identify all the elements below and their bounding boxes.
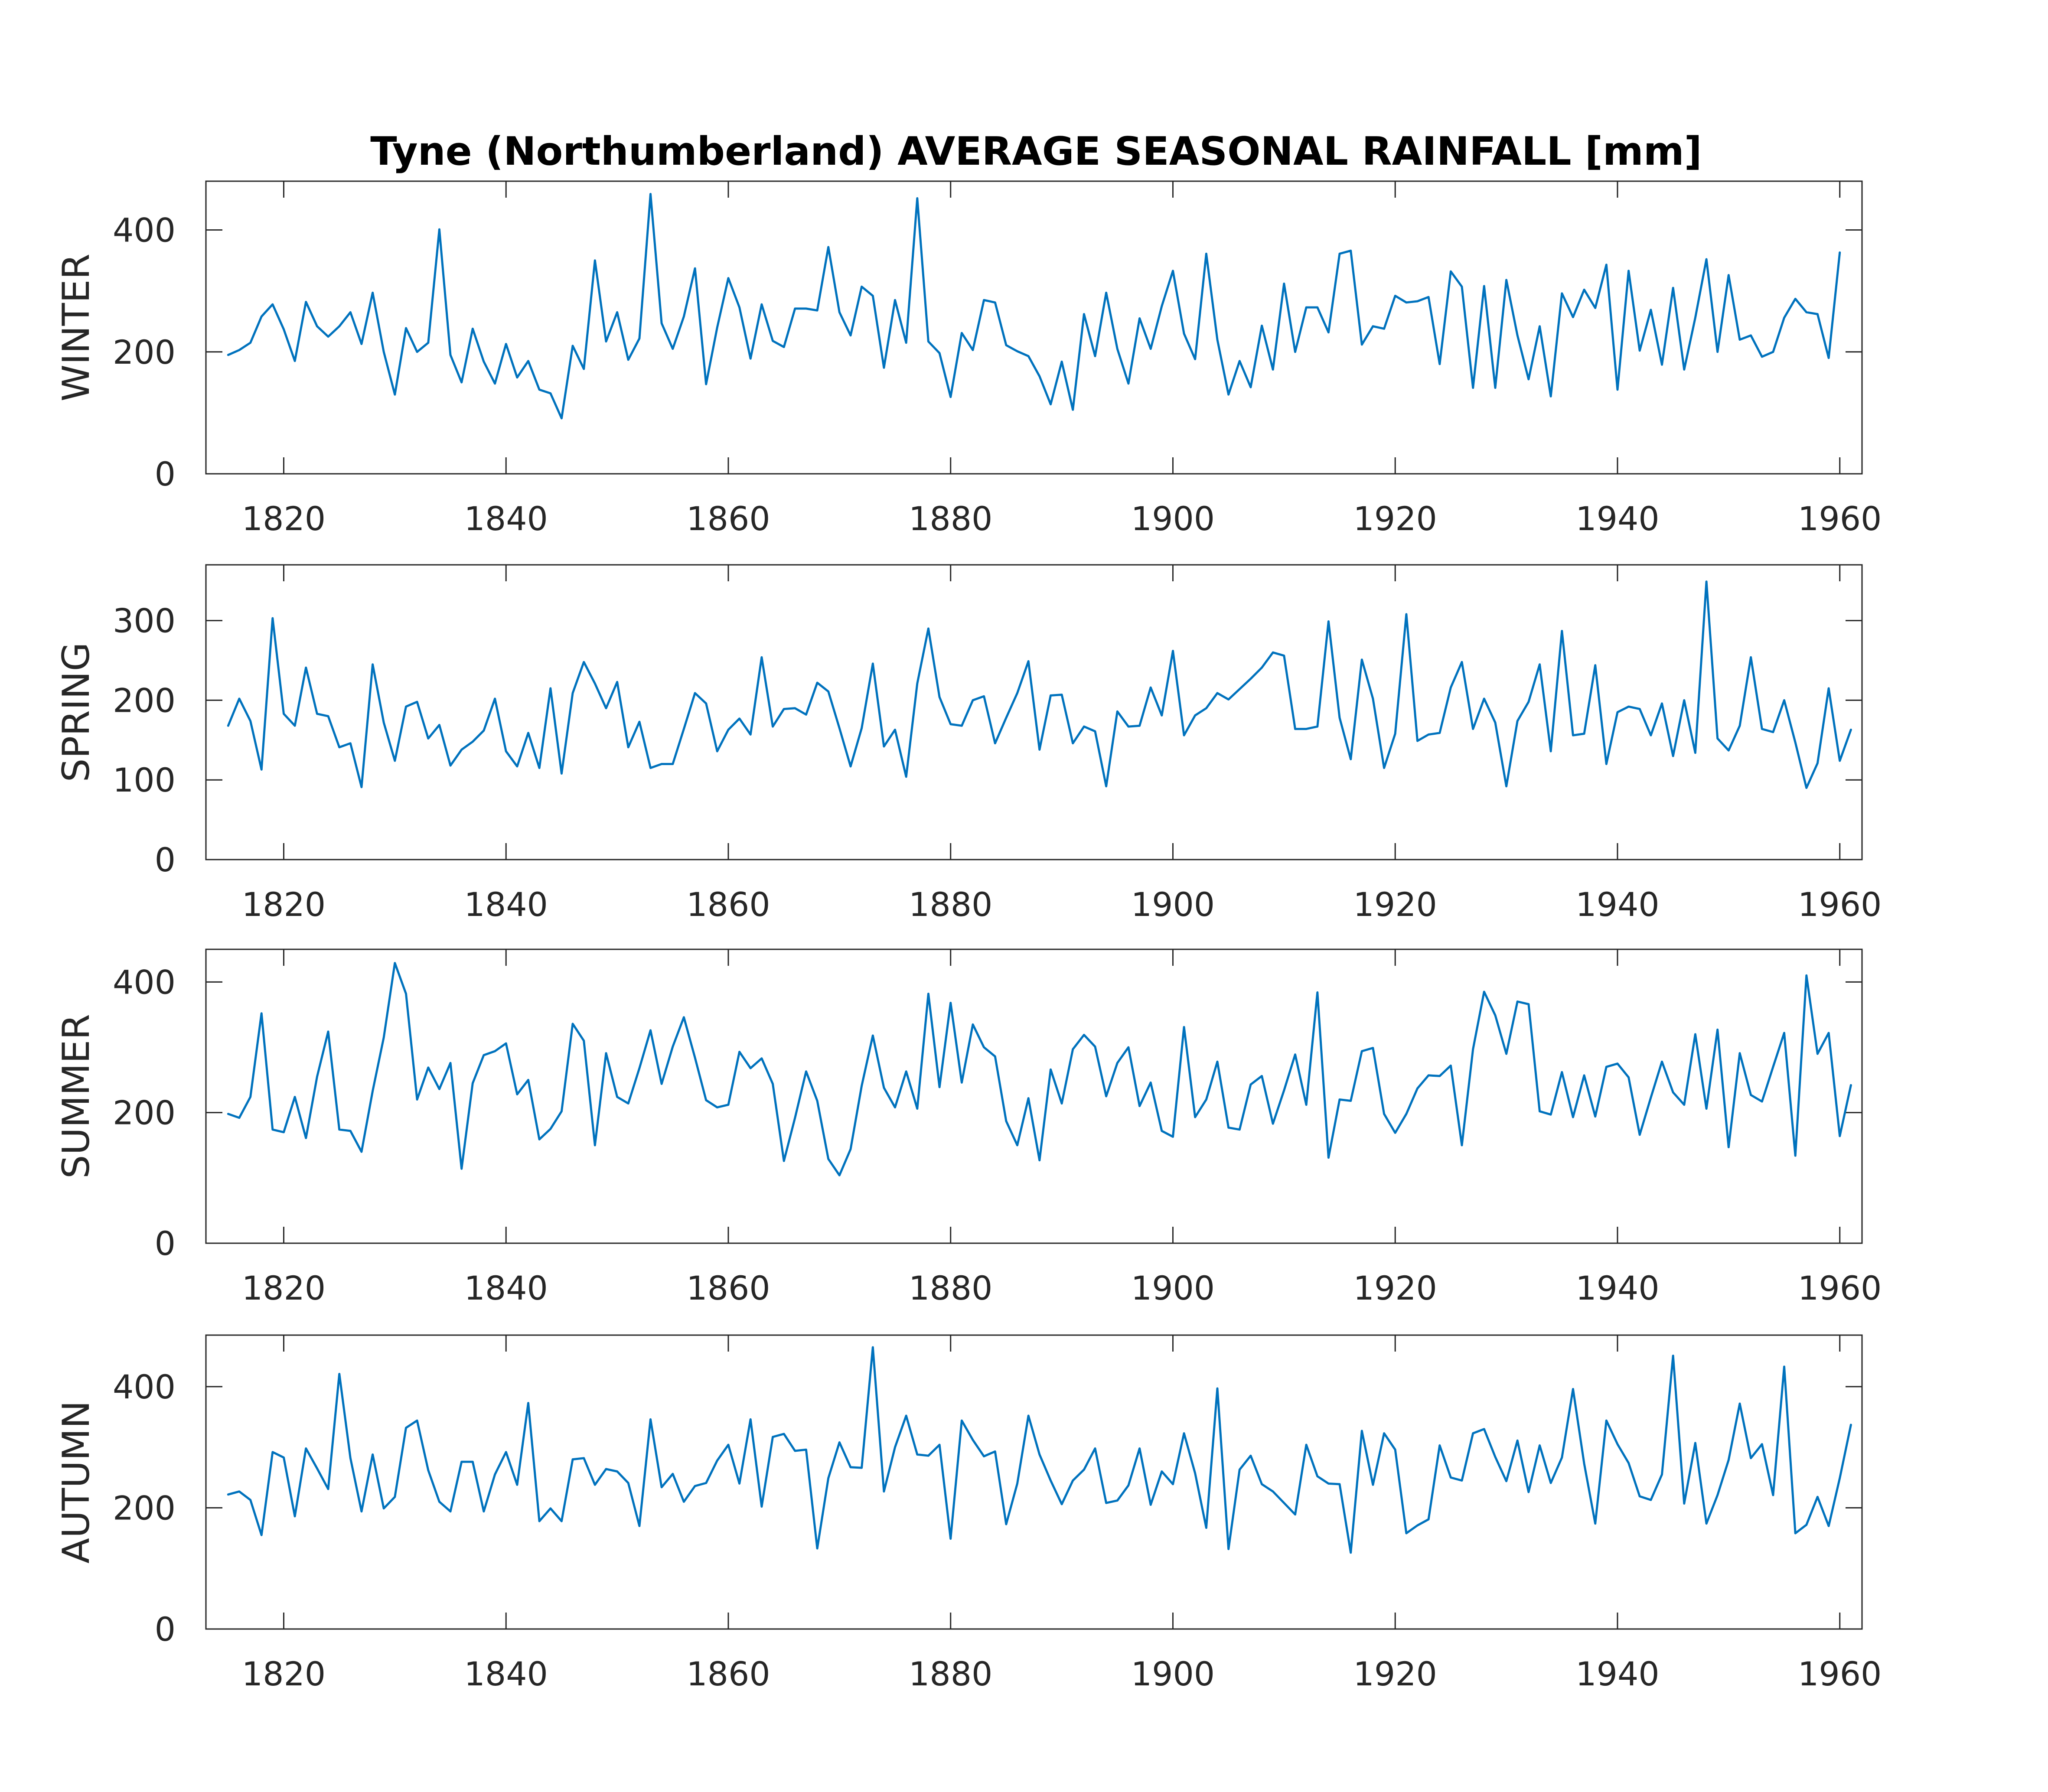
y-tick-label-winter-200: 200	[113, 333, 176, 371]
x-tick-label-spring-1880: 1880	[909, 885, 992, 924]
x-tick-label-summer-1840: 1840	[464, 1269, 548, 1307]
x-tick-label-summer-1900: 1900	[1131, 1269, 1215, 1307]
x-tick-label-summer-1960: 1960	[1798, 1269, 1882, 1307]
chart-title: Tyne (Northumberland) AVERAGE SEASONAL R…	[370, 129, 1702, 174]
x-tick-label-summer-1880: 1880	[909, 1269, 992, 1307]
x-tick-label-winter-1880: 1880	[909, 499, 992, 538]
x-tick-label-spring-1960: 1960	[1798, 885, 1882, 924]
plot-area-autumn	[205, 1334, 1863, 1630]
x-tick-label-summer-1820: 1820	[242, 1269, 326, 1307]
y-axis-label-autumn: AUTUMN	[55, 1401, 98, 1564]
y-tick-label-autumn-400: 400	[113, 1368, 176, 1406]
x-tick-label-autumn-1900: 1900	[1131, 1655, 1215, 1693]
x-tick-label-winter-1960: 1960	[1798, 499, 1882, 538]
plot-area-winter	[205, 180, 1863, 475]
x-tick-label-spring-1840: 1840	[464, 885, 548, 924]
plot-area-summer	[205, 948, 1863, 1244]
x-tick-label-spring-1820: 1820	[242, 885, 326, 924]
y-tick-label-spring-300: 300	[113, 602, 176, 640]
y-tick-label-spring-100: 100	[113, 761, 176, 799]
x-tick-label-autumn-1920: 1920	[1353, 1655, 1437, 1693]
plot-area-spring	[205, 564, 1863, 860]
x-tick-label-winter-1920: 1920	[1353, 499, 1437, 538]
x-tick-label-summer-1860: 1860	[686, 1269, 770, 1307]
x-tick-label-summer-1940: 1940	[1575, 1269, 1659, 1307]
x-tick-label-autumn-1840: 1840	[464, 1655, 548, 1693]
panel-summer: 1820 1840 1860 1880 1900 1920 1940 1960 0 200 400 S…	[55, 948, 1882, 1307]
y-tick-label-winter-400: 400	[113, 211, 176, 250]
x-tick-label-winter-1860: 1860	[686, 499, 770, 538]
x-tick-label-autumn-1820: 1820	[242, 1655, 326, 1693]
panel-winter: 1820 1840 1860 1880 1900 1920 1940 1960 0 200 400 W…	[55, 180, 1882, 538]
x-tick-label-spring-1920: 1920	[1353, 885, 1437, 924]
y-tick-label-winter-0: 0	[155, 455, 176, 493]
y-tick-label-spring-200: 200	[113, 681, 176, 720]
series-line-autumn	[227, 1346, 1852, 1554]
x-tick-label-spring-1940: 1940	[1575, 885, 1659, 924]
x-tick-label-spring-1860: 1860	[686, 885, 770, 924]
x-tick-label-winter-1840: 1840	[464, 499, 548, 538]
y-axis-label-winter: WINTER	[55, 254, 98, 401]
x-tick-label-autumn-1960: 1960	[1798, 1655, 1882, 1693]
panels-container: 1820 1840 1860 1880 1900 1920 1940 1960 0 200 400 W…	[55, 180, 1882, 1693]
y-tick-label-autumn-0: 0	[155, 1610, 176, 1649]
x-tick-label-autumn-1880: 1880	[909, 1655, 992, 1693]
y-tick-label-summer-200: 200	[113, 1094, 176, 1132]
y-tick-label-summer-0: 0	[155, 1224, 176, 1263]
y-tick-label-autumn-200: 200	[113, 1489, 176, 1527]
panel-autumn: 1820 1840 1860 1880 1900 1920 1940 1960 0 200 400 A…	[55, 1334, 1882, 1693]
x-tick-label-winter-1820: 1820	[242, 499, 326, 538]
y-tick-label-spring-0: 0	[155, 841, 176, 879]
y-axis-label-spring: SPRING	[55, 642, 98, 782]
panel-spring: 1820 1840 1860 1880 1900 1920 1940 1960 0 100 200 3…	[55, 564, 1882, 924]
x-tick-label-spring-1900: 1900	[1131, 885, 1215, 924]
y-axis-label-summer: SUMMER	[55, 1014, 98, 1179]
x-tick-label-winter-1940: 1940	[1575, 499, 1659, 538]
series-line-spring	[227, 580, 1852, 789]
y-tick-label-summer-400: 400	[113, 963, 176, 1001]
x-tick-label-autumn-1860: 1860	[686, 1655, 770, 1693]
x-tick-label-summer-1920: 1920	[1353, 1269, 1437, 1307]
x-tick-label-winter-1900: 1900	[1131, 499, 1215, 538]
series-line-winter	[227, 193, 1841, 420]
x-tick-label-autumn-1940: 1940	[1575, 1655, 1659, 1693]
series-line-summer	[227, 962, 1852, 1176]
